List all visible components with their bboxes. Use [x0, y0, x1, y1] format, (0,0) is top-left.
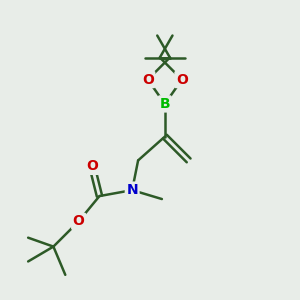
Text: B: B — [160, 97, 170, 111]
Text: N: N — [126, 183, 138, 197]
Text: O: O — [142, 73, 154, 87]
Text: O: O — [176, 73, 188, 87]
Text: O: O — [86, 159, 98, 173]
Text: O: O — [73, 214, 85, 228]
